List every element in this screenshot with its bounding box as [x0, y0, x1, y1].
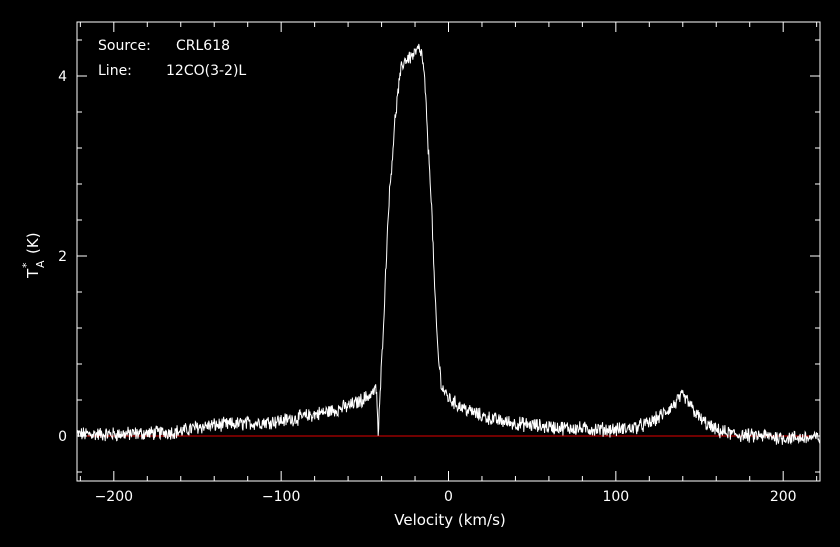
x-tick-label: −100: [262, 489, 300, 505]
x-axis-label: Velocity (km/s): [394, 511, 505, 529]
x-tick-label: 100: [602, 489, 629, 505]
y-axis-label-sub: A: [34, 260, 47, 268]
source-label: Source:: [98, 38, 151, 54]
x-tick-label: 200: [770, 489, 797, 505]
line-value: 12CO(3-2)L: [166, 63, 246, 79]
x-tick-label: −200: [95, 489, 133, 505]
source-value: CRL618: [176, 38, 230, 54]
plot-layer: [76, 43, 821, 446]
spectrum-line: [76, 43, 821, 446]
y-axis-label-main: T: [24, 268, 42, 279]
ticks-layer: −200 −100 0 100 200 0 2 4: [58, 22, 820, 505]
y-axis-label: T * A (K): [20, 232, 47, 279]
x-tick-label: 0: [444, 489, 453, 505]
y-tick-label: 2: [58, 249, 67, 265]
y-axis-label-unit: (K): [24, 232, 42, 254]
y-axis-label-sup: *: [20, 262, 33, 268]
y-tick-label: 4: [58, 69, 67, 85]
y-tick-label: 0: [58, 429, 67, 445]
line-label: Line:: [98, 63, 132, 79]
